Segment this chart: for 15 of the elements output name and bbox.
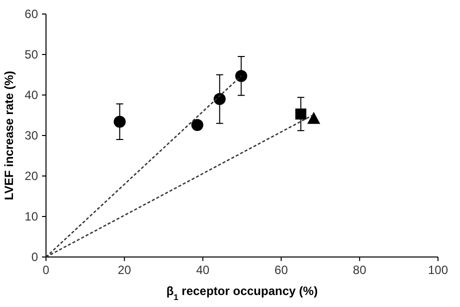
y-tick-label: 30 [24, 128, 38, 142]
y-tick-label: 40 [24, 88, 38, 102]
y-tick-label: 60 [24, 7, 38, 21]
y-axis-title: LVEF increase rate (%) [2, 70, 16, 200]
y-tick-label: 20 [24, 169, 38, 183]
x-tick-label: 60 [274, 263, 288, 277]
y-tick-label: 10 [24, 210, 38, 224]
x-tick-label: 40 [196, 263, 210, 277]
x-tick-label: 100 [428, 263, 448, 277]
y-tick-label: 0 [31, 250, 38, 264]
x-tick-label: 20 [118, 263, 132, 277]
x-axis-title: β$_{1}$ receptor occupancy (%) [166, 284, 318, 302]
x-tick-label: 0 [42, 263, 50, 277]
y-tick-label: 50 [24, 48, 38, 62]
x-tick-label: 80 [352, 263, 367, 277]
